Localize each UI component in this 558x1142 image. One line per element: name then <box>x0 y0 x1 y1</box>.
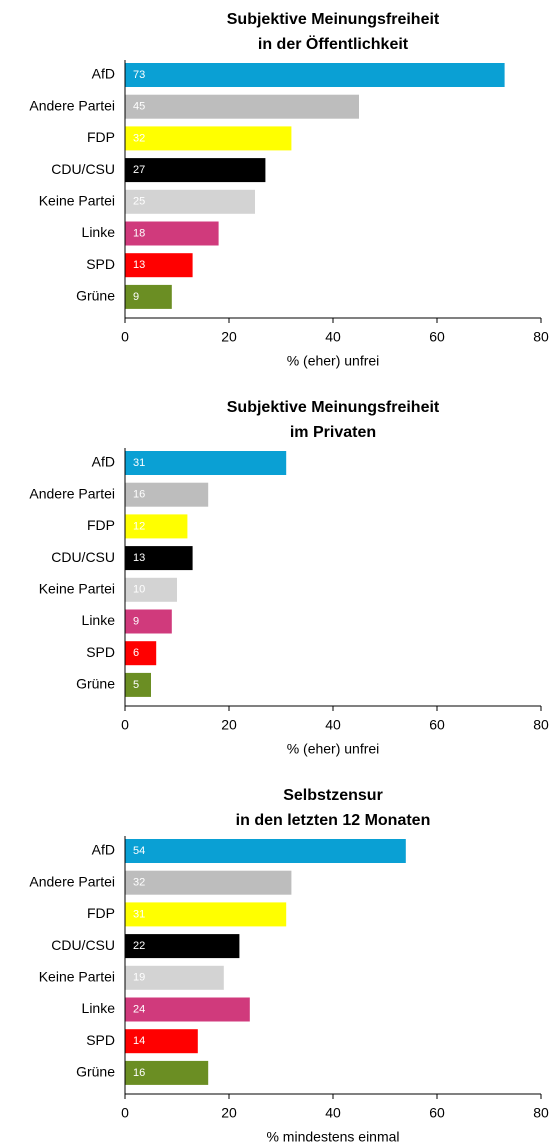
y-tick-label: AfD <box>92 66 115 82</box>
bar <box>125 546 193 571</box>
bar <box>125 672 151 697</box>
y-tick-label: FDP <box>87 905 115 921</box>
bar <box>125 965 224 990</box>
bar <box>125 63 505 87</box>
bar <box>125 1029 198 1054</box>
y-tick-label: Grüne <box>76 1064 115 1080</box>
y-tick-label: CDU/CSU <box>51 937 115 953</box>
data-label: 6 <box>133 647 139 659</box>
x-tick-label: 80 <box>533 329 549 345</box>
x-tick-label: 20 <box>221 1105 237 1121</box>
bar <box>125 189 255 214</box>
data-label: 13 <box>133 259 145 271</box>
chart-title: Subjektive Meinungsfreiheit <box>227 11 440 28</box>
data-label: 13 <box>133 552 145 564</box>
bar <box>125 126 292 151</box>
bar <box>125 94 359 119</box>
y-tick-label: SPD <box>86 1032 115 1048</box>
x-axis-label: % (eher) unfrei <box>287 741 380 757</box>
chart-title: in der Öffentlichkeit <box>258 34 409 53</box>
y-tick-label: FDP <box>87 129 115 145</box>
bar <box>125 482 209 507</box>
x-tick-label: 20 <box>221 717 237 733</box>
y-tick-label: Linke <box>82 224 116 240</box>
y-tick-label: Linke <box>82 612 116 628</box>
x-axis-label: % mindestens einmal <box>266 1129 399 1142</box>
y-tick-label: Keine Partei <box>39 193 115 209</box>
data-label: 54 <box>133 845 145 857</box>
data-label: 14 <box>133 1035 145 1047</box>
y-tick-label: FDP <box>87 517 115 533</box>
y-tick-label: AfD <box>92 842 115 858</box>
data-label: 31 <box>133 457 145 469</box>
data-label: 9 <box>133 291 139 303</box>
data-label: 31 <box>133 908 145 920</box>
x-tick-label: 80 <box>533 717 549 733</box>
bar <box>125 902 287 927</box>
bar <box>125 514 188 539</box>
chart-title: in den letzten 12 Monaten <box>236 812 431 829</box>
bar <box>125 839 406 863</box>
y-tick-label: Andere Partei <box>29 873 115 889</box>
bar <box>125 284 172 309</box>
data-label: 22 <box>133 940 145 952</box>
bar <box>125 577 177 602</box>
bar <box>125 253 193 278</box>
bar <box>125 934 240 959</box>
y-tick-label: Andere Partei <box>29 97 115 113</box>
bar <box>125 158 266 183</box>
y-tick-label: Keine Partei <box>39 581 115 597</box>
x-tick-label: 60 <box>429 329 445 345</box>
data-label: 32 <box>133 877 145 889</box>
bar <box>125 641 157 666</box>
data-label: 16 <box>133 1067 145 1079</box>
bar <box>125 870 292 895</box>
bar <box>125 1060 209 1085</box>
y-tick-label: Keine Partei <box>39 969 115 985</box>
bar <box>125 451 287 475</box>
x-tick-label: 40 <box>325 329 341 345</box>
y-tick-label: CDU/CSU <box>51 161 115 177</box>
x-tick-label: 80 <box>533 1105 549 1121</box>
x-tick-label: 40 <box>325 717 341 733</box>
bar <box>125 221 219 246</box>
y-tick-label: Andere Partei <box>29 485 115 501</box>
y-tick-label: AfD <box>92 454 115 470</box>
y-tick-label: SPD <box>86 644 115 660</box>
y-tick-label: Linke <box>82 1000 116 1016</box>
data-label: 25 <box>133 196 145 208</box>
y-tick-label: Grüne <box>76 288 115 304</box>
y-tick-label: Grüne <box>76 676 115 692</box>
bar <box>125 609 172 634</box>
chart-title: im Privaten <box>290 424 376 441</box>
data-label: 16 <box>133 489 145 501</box>
data-label: 9 <box>133 615 139 627</box>
data-label: 12 <box>133 520 145 532</box>
data-label: 5 <box>133 679 139 691</box>
data-label: 18 <box>133 227 145 239</box>
x-tick-label: 40 <box>325 1105 341 1121</box>
x-tick-label: 0 <box>121 717 129 733</box>
data-label: 32 <box>133 132 145 144</box>
bar <box>125 997 250 1022</box>
data-label: 19 <box>133 972 145 984</box>
chart-title: Selbstzensur <box>283 787 383 804</box>
data-label: 10 <box>133 584 145 596</box>
chart-title: Subjektive Meinungsfreiheit <box>227 399 440 416</box>
data-label: 45 <box>133 101 145 113</box>
y-tick-label: SPD <box>86 256 115 272</box>
data-label: 73 <box>133 69 145 81</box>
y-tick-label: CDU/CSU <box>51 549 115 565</box>
data-label: 27 <box>133 164 145 176</box>
x-tick-label: 0 <box>121 329 129 345</box>
x-axis-label: % (eher) unfrei <box>287 353 380 369</box>
x-tick-label: 20 <box>221 329 237 345</box>
data-label: 24 <box>133 1003 145 1015</box>
x-tick-label: 60 <box>429 1105 445 1121</box>
x-tick-label: 60 <box>429 717 445 733</box>
x-tick-label: 0 <box>121 1105 129 1121</box>
